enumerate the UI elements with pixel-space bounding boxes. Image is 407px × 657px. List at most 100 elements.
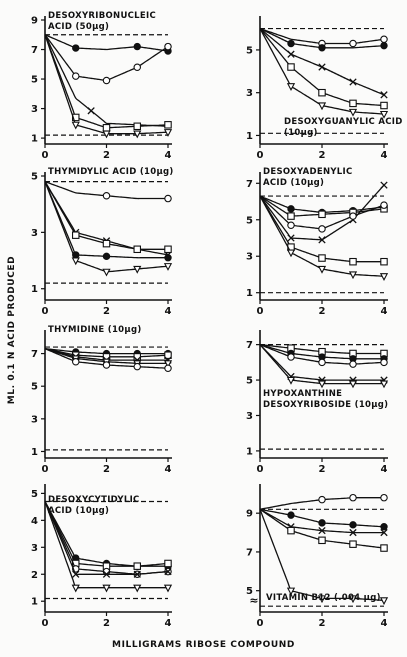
data-point [133, 265, 142, 274]
data-point [318, 526, 326, 535]
x-tick-label: 4 [165, 464, 172, 475]
x-tick-label: 2 [103, 464, 110, 475]
y-tick-label: 5 [246, 45, 253, 56]
y-tick-label: 3 [31, 228, 38, 239]
data-point [318, 254, 326, 262]
x-tick-label: 2 [319, 618, 326, 629]
data-point [163, 129, 173, 137]
data-point [287, 526, 295, 535]
data-point [286, 376, 296, 385]
data-point [102, 130, 111, 139]
data-point [133, 130, 142, 139]
data-point [349, 521, 357, 529]
data-point [349, 39, 357, 48]
y-tick-label: 5 [31, 172, 38, 183]
data-point [318, 210, 326, 219]
data-point [71, 584, 80, 593]
data-point [163, 584, 173, 593]
x-tick-label: 2 [103, 618, 110, 629]
panel-title: DESOXYRIBONUCLEIC [48, 11, 156, 21]
y-tick-label: 9 [31, 16, 38, 27]
series-line [44, 34, 169, 52]
data-point [102, 239, 111, 248]
x-tick-label: 0 [257, 306, 264, 317]
x-tick-label: 4 [165, 306, 172, 317]
x-tick-label: 4 [165, 150, 172, 161]
data-point [163, 360, 173, 369]
data-point [164, 121, 172, 129]
data-point [380, 528, 388, 537]
data-point [380, 257, 388, 266]
x-tick-label: 2 [319, 150, 326, 161]
x-tick-label: 2 [103, 150, 110, 161]
panel-title-line: ACID (10µg) [263, 178, 324, 188]
y-tick-label: 1 [246, 288, 253, 299]
data-point [318, 519, 326, 527]
data-point [380, 35, 388, 43]
data-point [164, 194, 172, 203]
y-tick-label: 3 [246, 252, 253, 263]
y-tick-label: 7 [246, 179, 253, 190]
panel-3: 1 3 5 0 2 4 THYMIDYLIC ACID (10µg) [31, 167, 174, 317]
data-point [318, 495, 326, 504]
y-tick-label: 3 [31, 543, 38, 554]
data-point [102, 570, 111, 578]
data-point [287, 205, 295, 213]
y-tick-label: 5 [31, 489, 38, 500]
data-point [287, 353, 295, 361]
data-point [286, 83, 296, 91]
x-tick-label: 0 [42, 150, 49, 161]
y-tick-label: 5 [31, 75, 38, 86]
data-point [133, 353, 142, 361]
data-point [102, 124, 111, 132]
panel-title: THYMIDYLIC ACID (10µg) [48, 167, 174, 177]
x-tick-label: 0 [257, 618, 264, 629]
data-point [349, 540, 357, 548]
panel-title: HYPOXANTHINE [263, 389, 342, 399]
data-point [287, 221, 295, 229]
x-tick-label: 0 [42, 464, 49, 475]
panel-title: DESOXYGUANYLIC ACID [284, 117, 403, 127]
y-tick-label: 3 [31, 414, 38, 425]
y-tick-label: 7 [246, 340, 253, 351]
data-point [102, 191, 111, 200]
data-point [164, 42, 172, 51]
data-point [287, 50, 295, 58]
data-point [72, 357, 80, 366]
data-point [318, 536, 326, 545]
data-point [71, 257, 80, 266]
y-tick-label: 9 [246, 509, 253, 520]
data-point [318, 358, 326, 367]
data-point [349, 99, 357, 108]
data-point [348, 380, 358, 389]
data-point [318, 44, 326, 52]
data-point [102, 268, 111, 277]
panel-title-line: ACID (50µg) [48, 22, 109, 32]
data-point [380, 201, 388, 209]
y-tick-label: 7 [31, 45, 38, 56]
x-tick-label: 4 [381, 306, 388, 317]
data-point [287, 39, 295, 48]
data-point [349, 528, 357, 537]
y-tick-label: 5 [246, 376, 253, 387]
y-tick-label: 3 [246, 88, 253, 99]
y-tick-label: 3 [246, 411, 253, 422]
y-tick-label: 1 [31, 597, 38, 608]
data-point [317, 102, 327, 111]
data-point [133, 362, 142, 371]
x-axis-label: MILLIGRAMS RIBOSE COMPOUND [112, 640, 295, 650]
x-tick-label: 0 [257, 464, 264, 475]
panel-title-line: ACID (10µg) [48, 506, 109, 516]
data-point [380, 91, 388, 99]
data-point [287, 63, 295, 71]
data-point [133, 122, 142, 131]
panel-2: 1 3 5 0 2 4 DESOXYGUANYLIC ACID(10µg) [246, 16, 403, 161]
data-point [102, 252, 111, 261]
data-point [133, 42, 141, 51]
series-line [259, 28, 385, 96]
y-tick-label: 5 [246, 215, 253, 226]
